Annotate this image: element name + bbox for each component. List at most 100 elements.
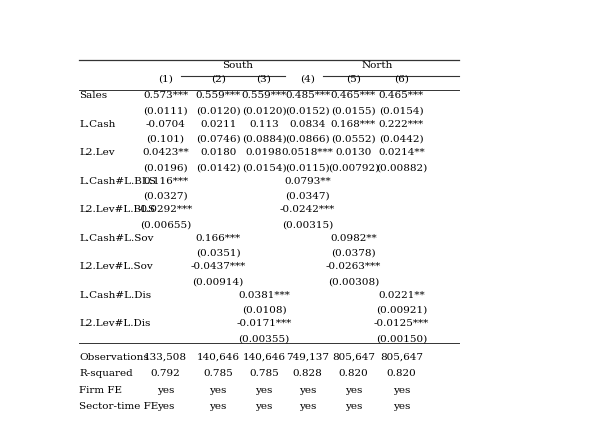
Text: L.Cash: L.Cash: [79, 120, 116, 129]
Text: (0.0884): (0.0884): [242, 135, 286, 144]
Text: (0.0442): (0.0442): [379, 135, 424, 144]
Text: R-squared: R-squared: [79, 369, 133, 378]
Text: yes: yes: [345, 386, 362, 395]
Text: (0.0152): (0.0152): [285, 106, 330, 115]
Text: 0.113: 0.113: [249, 120, 279, 129]
Text: -0.0292***: -0.0292***: [138, 205, 193, 214]
Text: (0.00308): (0.00308): [327, 277, 379, 286]
Text: 0.0180: 0.0180: [200, 148, 236, 157]
Text: -0.0437***: -0.0437***: [190, 262, 246, 271]
Text: 0.465***: 0.465***: [331, 91, 376, 100]
Text: 0.0982**: 0.0982**: [330, 234, 376, 243]
Text: yes: yes: [299, 386, 316, 395]
Text: 0.559***: 0.559***: [241, 91, 287, 100]
Text: 0.485***: 0.485***: [285, 91, 330, 100]
Text: Sales: Sales: [79, 91, 108, 100]
Text: yes: yes: [209, 386, 227, 395]
Text: L.Cash#L.Sov: L.Cash#L.Sov: [79, 234, 154, 243]
Text: -0.0125***: -0.0125***: [374, 320, 429, 328]
Text: L2.Lev#L.BLS: L2.Lev#L.BLS: [79, 205, 155, 214]
Text: (0.0552): (0.0552): [331, 135, 376, 144]
Text: -0.0263***: -0.0263***: [326, 262, 381, 271]
Text: North: North: [362, 61, 393, 70]
Text: (0.00655): (0.00655): [140, 220, 191, 229]
Text: 0.168***: 0.168***: [331, 120, 376, 129]
Text: 0.785: 0.785: [249, 369, 279, 378]
Text: (0.00150): (0.00150): [376, 334, 427, 343]
Text: yes: yes: [392, 402, 410, 411]
Text: (4): (4): [300, 75, 315, 84]
Text: (0.101): (0.101): [147, 135, 184, 144]
Text: 0.222***: 0.222***: [379, 120, 424, 129]
Text: Observations: Observations: [79, 353, 149, 362]
Text: 0.0221**: 0.0221**: [378, 291, 425, 300]
Text: (0.0154): (0.0154): [379, 106, 424, 115]
Text: (0.0155): (0.0155): [331, 106, 376, 115]
Text: L2.Lev: L2.Lev: [79, 148, 115, 157]
Text: L.Cash#L.BLS: L.Cash#L.BLS: [79, 177, 156, 186]
Text: 140,646: 140,646: [242, 353, 285, 362]
Text: 0.820: 0.820: [339, 369, 368, 378]
Text: (0.0347): (0.0347): [285, 192, 330, 201]
Text: (0.00355): (0.00355): [238, 334, 290, 343]
Text: (0.00914): (0.00914): [193, 277, 243, 286]
Text: (2): (2): [211, 75, 226, 84]
Text: (0.0327): (0.0327): [143, 192, 188, 201]
Text: yes: yes: [157, 402, 174, 411]
Text: 0.0381***: 0.0381***: [238, 291, 290, 300]
Text: 0.166***: 0.166***: [196, 234, 241, 243]
Text: (0.0120): (0.0120): [242, 106, 286, 115]
Text: (0.0746): (0.0746): [196, 135, 241, 144]
Text: 0.465***: 0.465***: [379, 91, 424, 100]
Text: (0.0378): (0.0378): [331, 249, 376, 258]
Text: (0.0115): (0.0115): [285, 163, 330, 172]
Text: L2.Lev#L.Dis: L2.Lev#L.Dis: [79, 320, 151, 328]
Text: 0.0198: 0.0198: [246, 148, 282, 157]
Text: -0.0171***: -0.0171***: [236, 320, 291, 328]
Text: 0.0423**: 0.0423**: [142, 148, 189, 157]
Text: 0.0518***: 0.0518***: [281, 148, 333, 157]
Text: (0.00315): (0.00315): [282, 220, 333, 229]
Text: (0.0196): (0.0196): [143, 163, 188, 172]
Text: yes: yes: [209, 402, 227, 411]
Text: 0.0834: 0.0834: [289, 120, 326, 129]
Text: 0.0793**: 0.0793**: [284, 177, 331, 186]
Text: (0.0120): (0.0120): [196, 106, 241, 115]
Text: (0.00882): (0.00882): [376, 163, 427, 172]
Text: (1): (1): [158, 75, 173, 84]
Text: (0.0351): (0.0351): [196, 249, 241, 258]
Text: (6): (6): [394, 75, 409, 84]
Text: (3): (3): [256, 75, 271, 84]
Text: 0.828: 0.828: [293, 369, 322, 378]
Text: (0.0111): (0.0111): [143, 106, 188, 115]
Text: 133,508: 133,508: [144, 353, 187, 362]
Text: 749,137: 749,137: [286, 353, 329, 362]
Text: 0.559***: 0.559***: [196, 91, 241, 100]
Text: 0.0130: 0.0130: [335, 148, 372, 157]
Text: (0.0142): (0.0142): [196, 163, 241, 172]
Text: Sector-time FE: Sector-time FE: [79, 402, 158, 411]
Text: (0.0154): (0.0154): [242, 163, 286, 172]
Text: yes: yes: [299, 402, 316, 411]
Text: yes: yes: [157, 386, 174, 395]
Text: L.Cash#L.Dis: L.Cash#L.Dis: [79, 291, 151, 300]
Text: Firm FE: Firm FE: [79, 386, 122, 395]
Text: (5): (5): [346, 75, 361, 84]
Text: 805,647: 805,647: [380, 353, 423, 362]
Text: yes: yes: [255, 402, 272, 411]
Text: -0.0704: -0.0704: [145, 120, 186, 129]
Text: yes: yes: [345, 402, 362, 411]
Text: 0.573***: 0.573***: [143, 91, 188, 100]
Text: 0.116***: 0.116***: [143, 177, 188, 186]
Text: (0.0866): (0.0866): [285, 135, 330, 144]
Text: 140,646: 140,646: [197, 353, 240, 362]
Text: (0.00921): (0.00921): [376, 306, 427, 315]
Text: (0.00792): (0.00792): [327, 163, 379, 172]
Text: 0.0214**: 0.0214**: [378, 148, 425, 157]
Text: (0.0108): (0.0108): [242, 306, 286, 315]
Text: 805,647: 805,647: [332, 353, 375, 362]
Text: 0.0211: 0.0211: [200, 120, 236, 129]
Text: South: South: [222, 61, 253, 70]
Text: 0.785: 0.785: [203, 369, 233, 378]
Text: -0.0242***: -0.0242***: [280, 205, 335, 214]
